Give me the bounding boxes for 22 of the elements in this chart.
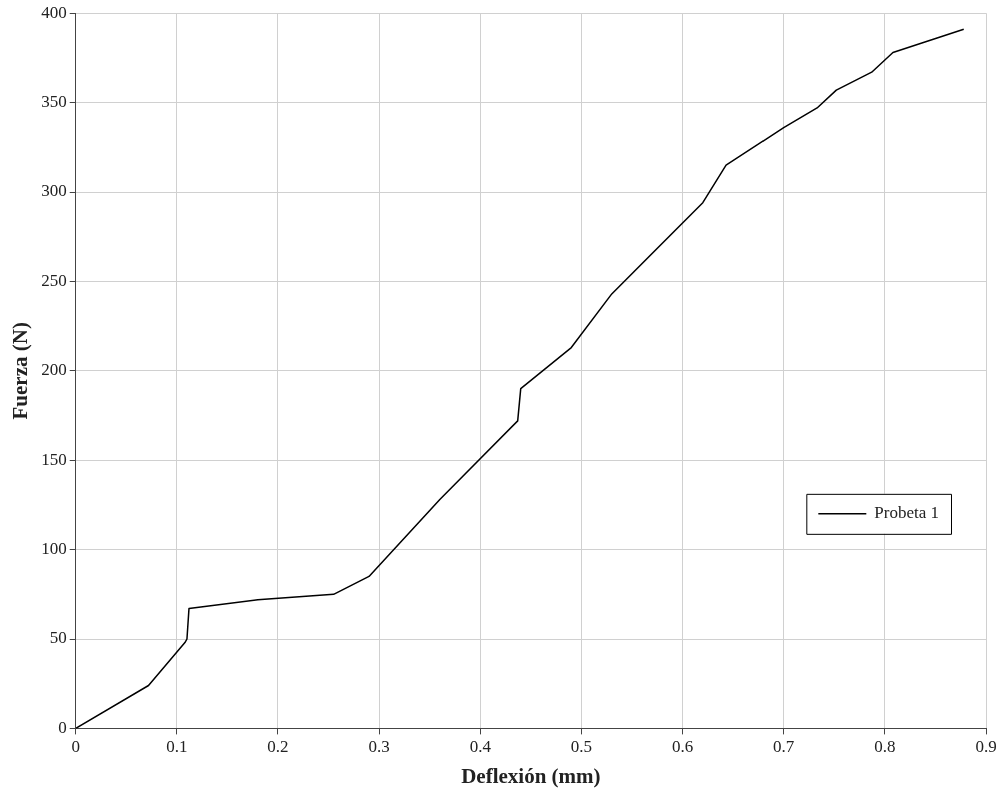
y-tick-label: 0 bbox=[58, 717, 67, 737]
y-tick-label: 200 bbox=[41, 360, 67, 380]
y-tick-label: 300 bbox=[41, 181, 67, 201]
x-tick-label: 0.4 bbox=[469, 737, 492, 757]
y-tick-label: 100 bbox=[41, 539, 67, 559]
x-tick-label: 0 bbox=[71, 737, 80, 757]
x-tick-label: 0.9 bbox=[975, 737, 997, 757]
x-tick-label: 0.8 bbox=[874, 737, 896, 757]
y-axis-title: Fuerza (N) bbox=[8, 322, 33, 420]
y-tick-label: 250 bbox=[41, 270, 67, 290]
y-tick-label: 150 bbox=[41, 449, 67, 469]
x-tick-label: 0.2 bbox=[267, 737, 289, 757]
legend-label: Probeta 1 bbox=[874, 503, 940, 523]
x-tick-label: 0.7 bbox=[773, 737, 795, 757]
x-tick-label: 0.3 bbox=[368, 737, 390, 757]
y-tick-label: 400 bbox=[41, 2, 67, 22]
x-axis-title: Deflexión (mm) bbox=[461, 763, 601, 788]
y-tick-label: 350 bbox=[41, 92, 67, 112]
x-tick-label: 0.6 bbox=[671, 737, 694, 757]
x-tick-label: 0.1 bbox=[166, 737, 188, 757]
y-tick-label: 50 bbox=[49, 628, 67, 648]
x-tick-label: 0.5 bbox=[570, 737, 593, 757]
